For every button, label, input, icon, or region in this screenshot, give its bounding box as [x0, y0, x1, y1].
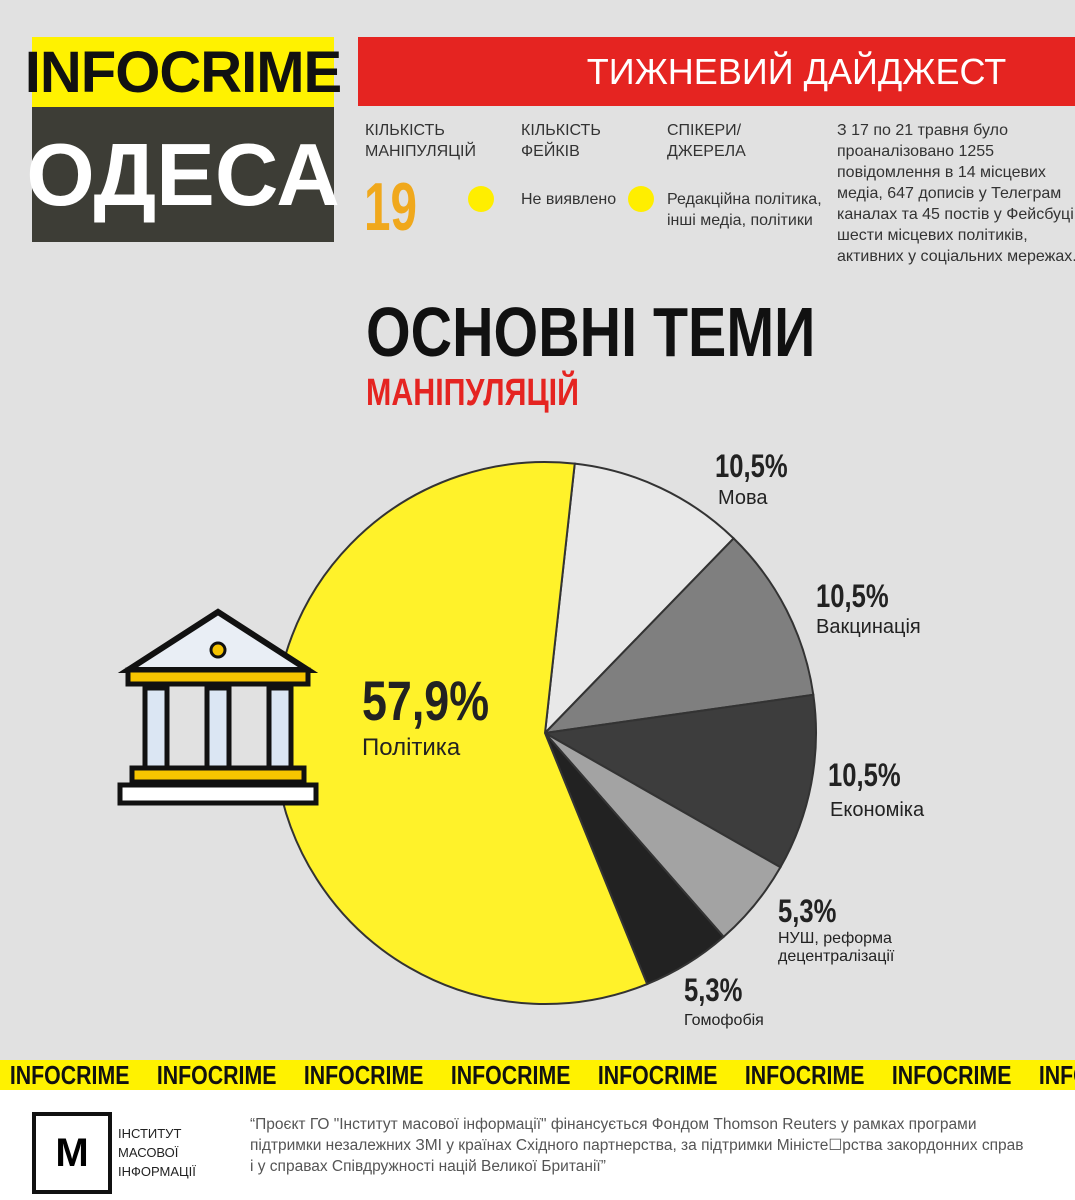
strip-text: INFOCRIME: [891, 1060, 1012, 1090]
summary-text: З 17 по 21 травня було проаналізовано 12…: [837, 122, 1075, 265]
imi-logo-icon: М: [32, 1112, 112, 1194]
yellow-dot-icon: [468, 186, 494, 212]
label-nush: НУШ, реформа децентралізації: [778, 930, 895, 965]
strip-text: INFOCRIME: [303, 1060, 424, 1090]
brand-strip: INFOCRIME INFOCRIME INFOCRIME INFOCRIME INFO…: [0, 1060, 1075, 1090]
fakes-label: КІЛЬКІСТЬ ФЕЙКІВ: [521, 122, 601, 160]
label-pct-vaccination: 10,5%: [816, 578, 889, 614]
strip-text: INFOCRIME: [1038, 1060, 1075, 1090]
label-vaccination: Вакцинація: [816, 616, 921, 638]
footer: [0, 1090, 1075, 1200]
footer-org: ІНСТИТУТ МАСОВОЇ ІНФОРМАЦІЇ: [118, 1126, 196, 1179]
banner-title: ТИЖНЕВИЙ ДАЙДЖЕСТ: [358, 37, 1075, 106]
footer-note: “Проєкт ГО "Інститут масової інформації"…: [250, 1116, 1024, 1175]
label-pct-homophobia: 5,3%: [684, 972, 743, 1008]
pie-slice-Мова: [543, 462, 736, 736]
label-economy: Економіка: [830, 799, 925, 821]
logo-city: ОДЕСА: [26, 107, 340, 242]
yellow-dot-icon: [628, 186, 654, 212]
page-title: ОСНОВНІ ТЕМИ: [366, 293, 816, 371]
strip-text: INFOCRIME: [450, 1060, 571, 1090]
manipulations-label: КІЛЬКІСТЬ МАНІПУЛЯЦІЙ: [365, 122, 476, 160]
strip-text: INFOCRIME: [156, 1060, 277, 1090]
pie-slice-Економіка: [541, 693, 817, 869]
manipulations-value: 19: [364, 169, 417, 245]
strip-text: INFOCRIME: [9, 1060, 130, 1090]
strip-text: INFOCRIME: [744, 1060, 865, 1090]
label-pct-politics: 57,9%: [362, 669, 490, 732]
label-pct-nush: 5,3%: [778, 893, 837, 929]
sources-label: СПІКЕРИ/ ДЖЕРЕЛА: [667, 122, 746, 160]
label-language: Мова: [718, 487, 768, 509]
pie-slice-Вакцинація: [542, 536, 815, 735]
logo-infocrime: INFOCRIME: [25, 37, 342, 107]
label-politics: Політика: [362, 734, 461, 761]
pie-chart: [117, 461, 817, 1005]
sources-value: Редакційна політика, інші медіа, політик…: [667, 191, 822, 229]
fakes-value: Не виявлено: [521, 191, 617, 208]
label-pct-economy: 10,5%: [828, 757, 901, 793]
page-subtitle: МАНІПУЛЯЦІЙ: [366, 372, 579, 414]
strip-text: INFOCRIME: [597, 1060, 718, 1090]
government-building-icon: [117, 608, 319, 806]
label-pct-language: 10,5%: [715, 448, 788, 484]
label-homophobia: Гомофобія: [684, 1012, 764, 1029]
